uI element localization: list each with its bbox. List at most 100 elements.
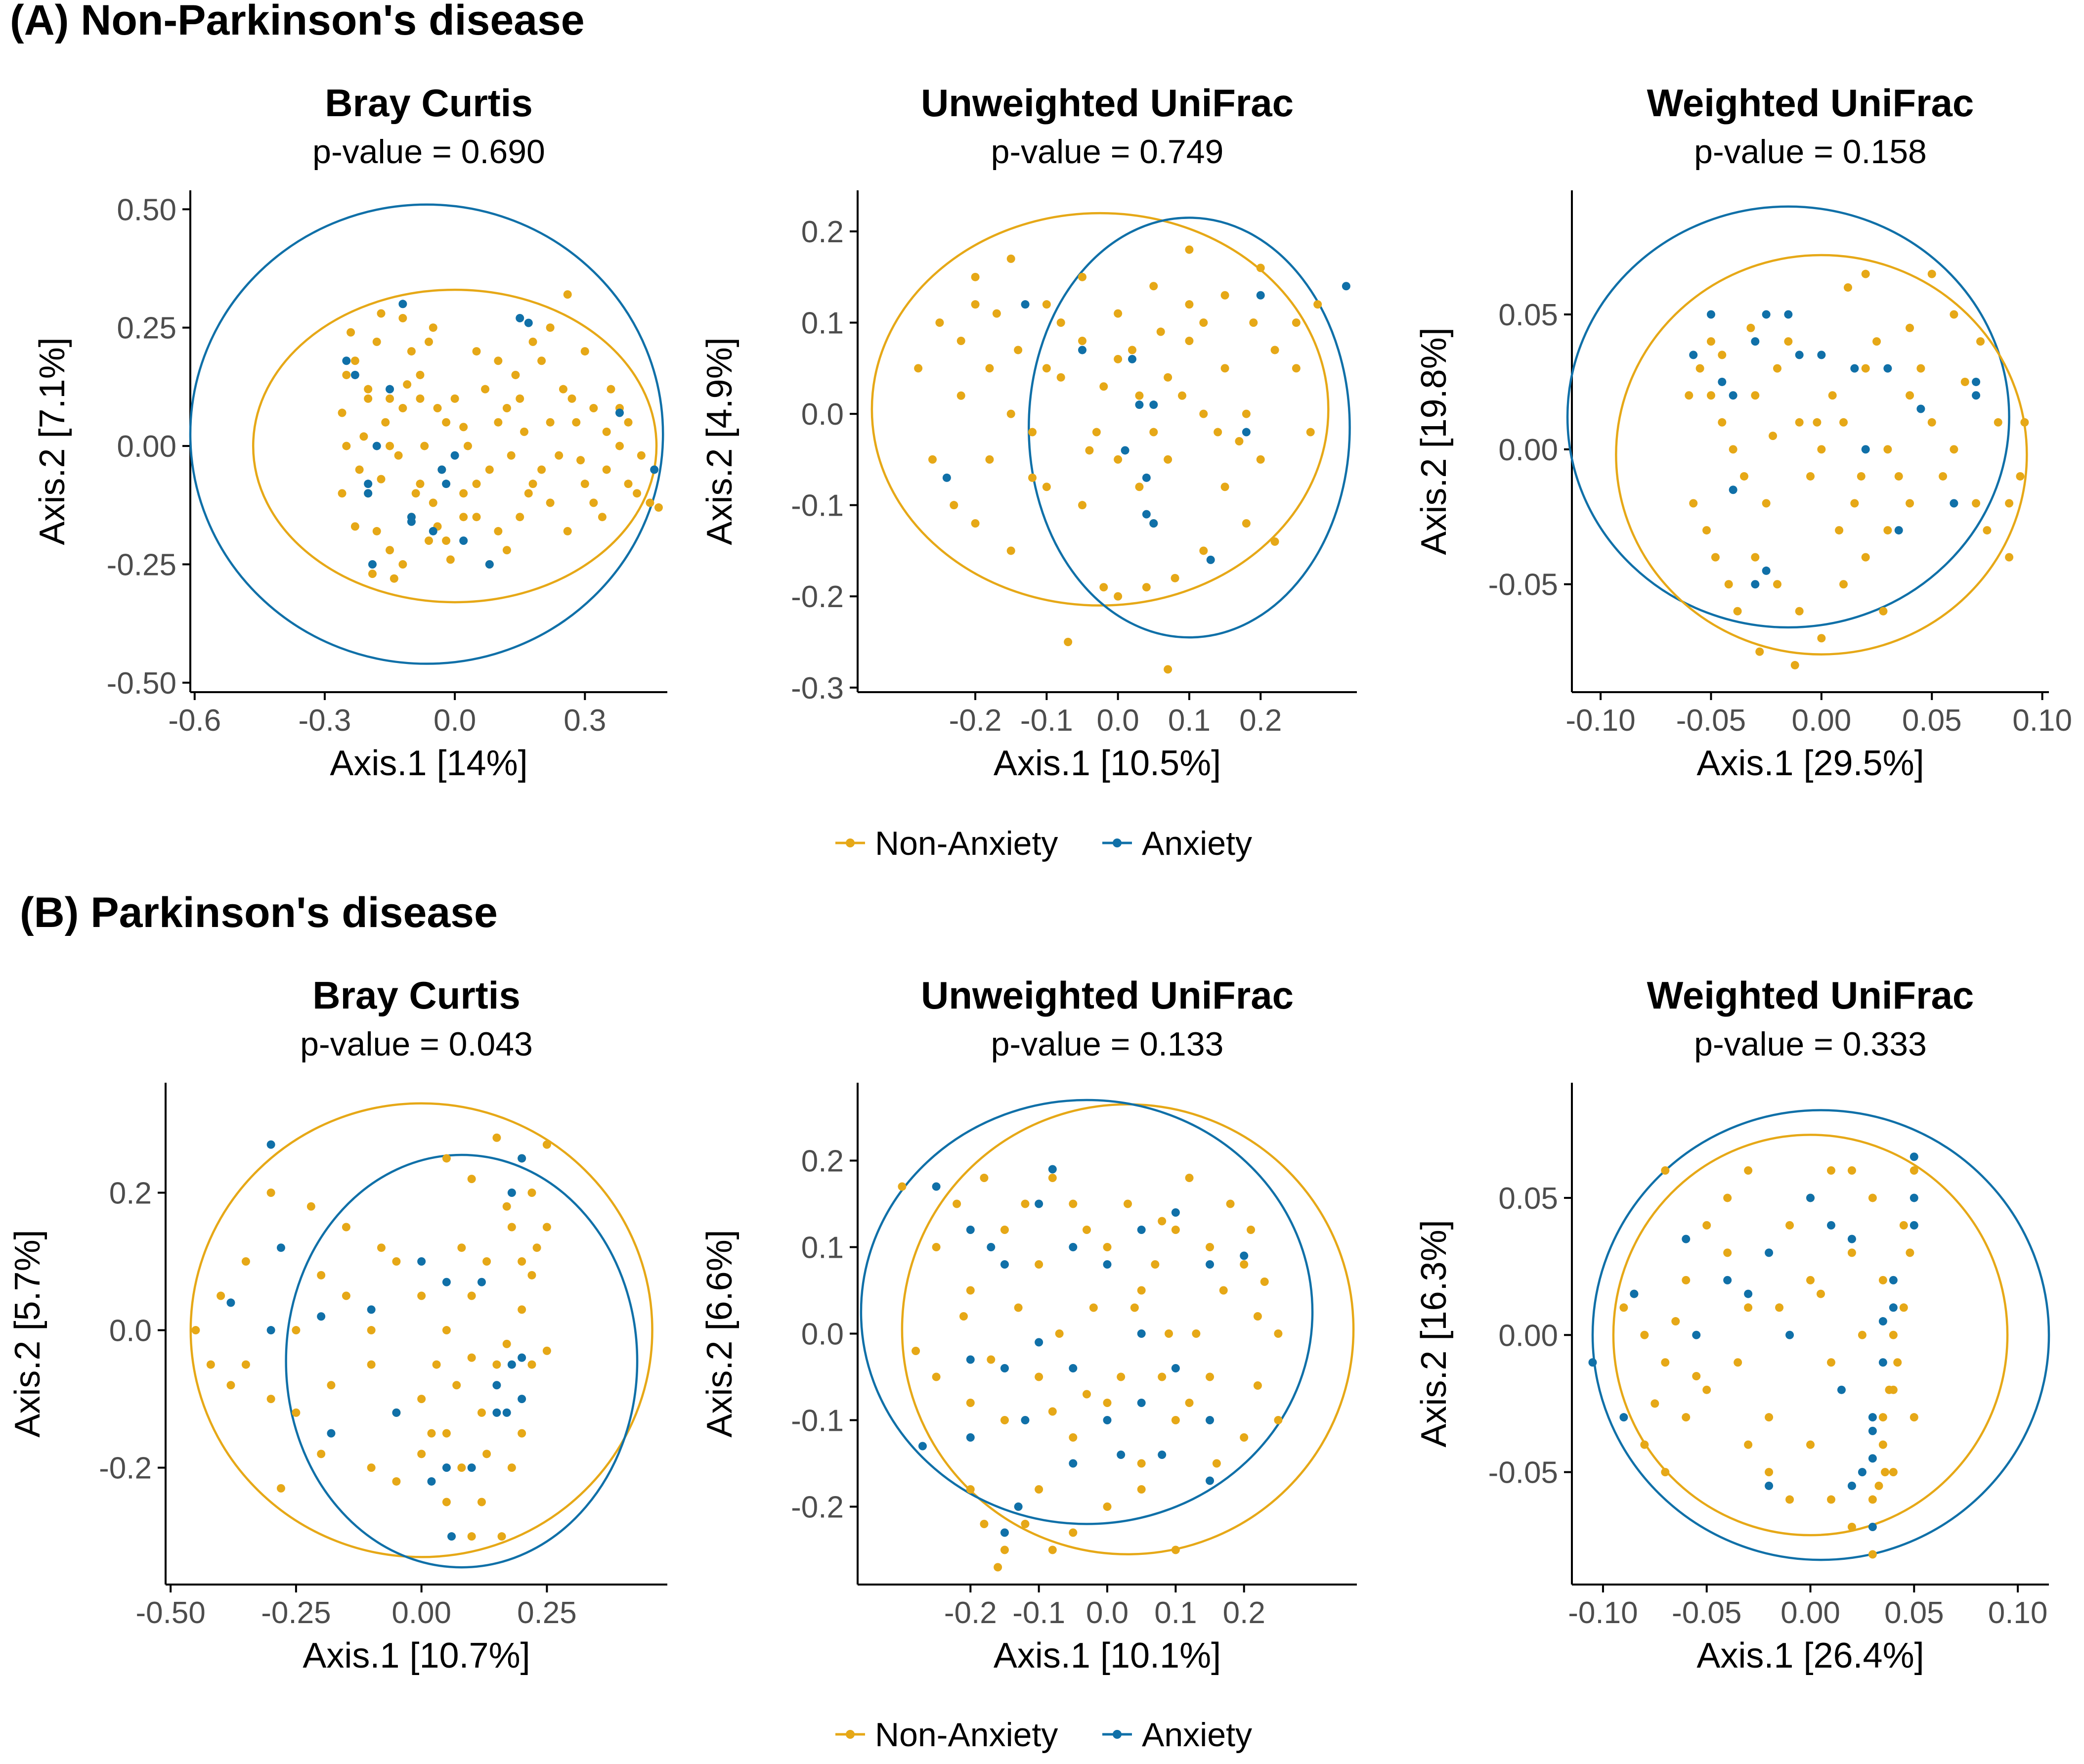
- point-anxiety: [1000, 1364, 1009, 1372]
- point-anxiety: [987, 1243, 996, 1251]
- point-non_anxiety: [1114, 592, 1123, 601]
- point-non_anxiety: [1879, 607, 1888, 616]
- point-non_anxiety: [467, 1175, 476, 1184]
- x-tick-label: 0.25: [517, 1596, 577, 1630]
- point-anxiety: [386, 385, 394, 394]
- point-non_anxiety: [966, 1485, 975, 1494]
- point-anxiety: [477, 1278, 486, 1286]
- point-anxiety: [1000, 1260, 1009, 1269]
- point-non_anxiety: [507, 1223, 516, 1232]
- point-non_anxiety: [598, 513, 607, 522]
- x-axis-title: Axis.1 [14%]: [330, 744, 527, 783]
- point-non_anxiety: [1692, 1371, 1701, 1380]
- point-non_anxiety: [1682, 1413, 1691, 1422]
- point-non_anxiety: [1178, 391, 1186, 400]
- point-non_anxiety: [266, 1188, 275, 1197]
- point-non_anxiety: [1813, 418, 1822, 427]
- point-anxiety: [327, 1429, 336, 1438]
- point-anxiety: [524, 318, 533, 327]
- point-non_anxiety: [407, 347, 416, 356]
- point-non_anxiety: [527, 1188, 536, 1197]
- point-non_anxiety: [1199, 546, 1208, 555]
- y-tick-label: -0.50: [107, 666, 176, 701]
- point-anxiety: [918, 1442, 927, 1451]
- point-non_anxiety: [502, 546, 511, 555]
- point-non_anxiety: [416, 370, 425, 379]
- point-non_anxiety: [1835, 526, 1844, 535]
- point-non_anxiety: [1000, 1226, 1009, 1234]
- point-non_anxiety: [191, 1326, 200, 1335]
- y-tick-label: -0.1: [791, 489, 844, 523]
- x-tick-label: 0.2: [1223, 1596, 1265, 1630]
- point-anxiety: [1142, 473, 1151, 482]
- point-non_anxiety: [985, 455, 994, 464]
- point-non_anxiety: [1739, 472, 1748, 481]
- point-non_anxiety: [1048, 1407, 1057, 1416]
- point-anxiety: [1868, 1454, 1877, 1463]
- point-non_anxiety: [367, 1463, 376, 1472]
- point-anxiety: [1035, 1199, 1043, 1208]
- point-non_anxiety: [637, 451, 646, 460]
- point-anxiety: [1706, 310, 1715, 319]
- point-non_anxiety: [1682, 1276, 1691, 1284]
- point-non_anxiety: [1240, 1433, 1249, 1442]
- point-anxiety: [1117, 1451, 1126, 1459]
- point-non_anxiety: [420, 441, 429, 450]
- point-non_anxiety: [1164, 373, 1172, 382]
- point-non_anxiety: [1114, 354, 1123, 363]
- point-non_anxiety: [1164, 665, 1172, 674]
- x-tick-label: -0.6: [168, 704, 221, 738]
- point-non_anxiety: [987, 1355, 996, 1364]
- point-anxiety: [1692, 1330, 1701, 1339]
- point-anxiety: [1158, 1451, 1167, 1459]
- point-anxiety: [1069, 1243, 1078, 1251]
- point-anxiety: [1121, 446, 1129, 455]
- point-non_anxiety: [442, 1498, 451, 1506]
- x-tick-label: -0.50: [135, 1596, 205, 1630]
- point-non_anxiety: [494, 418, 503, 427]
- point-anxiety: [1883, 364, 1892, 373]
- point-non_anxiety: [1889, 1330, 1898, 1339]
- point-non_anxiety: [1242, 519, 1251, 528]
- point-non_anxiety: [1828, 391, 1837, 400]
- point-non_anxiety: [1185, 300, 1194, 309]
- point-non_anxiety: [1806, 472, 1815, 481]
- point-non_anxiety: [457, 1463, 466, 1472]
- point-non_anxiety: [1927, 269, 1936, 278]
- point-non_anxiety: [368, 570, 377, 578]
- point-non_anxiety: [1685, 391, 1693, 400]
- point-anxiety: [518, 1395, 526, 1404]
- point-non_anxiety: [1881, 1468, 1890, 1477]
- point-non_anxiety: [338, 489, 347, 498]
- legend-b: Non-Anxiety Anxiety: [835, 1716, 1252, 1754]
- point-non_anxiety: [527, 1271, 536, 1279]
- point-anxiety: [1894, 526, 1903, 535]
- point-anxiety: [1868, 1426, 1877, 1435]
- point-non_anxiety: [567, 394, 576, 403]
- point-non_anxiety: [527, 1360, 536, 1369]
- y-tick-label: 0.05: [1498, 298, 1558, 332]
- point-non_anxiety: [1960, 377, 1969, 386]
- point-non_anxiety: [1128, 346, 1136, 354]
- point-anxiety: [1128, 354, 1136, 363]
- point-non_anxiety: [624, 418, 633, 427]
- point-non_anxiety: [1765, 1468, 1774, 1477]
- point-non_anxiety: [1640, 1440, 1649, 1449]
- point-non_anxiety: [1790, 661, 1799, 669]
- ellipse-non_anxiety: [1615, 254, 2028, 656]
- point-non_anxiety: [416, 394, 425, 403]
- point-non_anxiety: [1817, 634, 1826, 643]
- point-non_anxiety: [477, 1408, 486, 1417]
- point-non_anxiety: [994, 1563, 1002, 1572]
- point-non_anxiety: [342, 370, 351, 379]
- point-non_anxiety: [1220, 364, 1229, 373]
- point-non_anxiety: [403, 380, 412, 389]
- point-anxiety: [1850, 364, 1859, 373]
- point-non_anxiety: [1206, 1372, 1215, 1381]
- point-non_anxiety: [1137, 1485, 1146, 1494]
- point-non_anxiety: [1103, 1502, 1112, 1511]
- point-non_anxiety: [1744, 1166, 1753, 1175]
- point-non_anxiety: [1976, 337, 1985, 346]
- point-non_anxiety: [1906, 1248, 1914, 1257]
